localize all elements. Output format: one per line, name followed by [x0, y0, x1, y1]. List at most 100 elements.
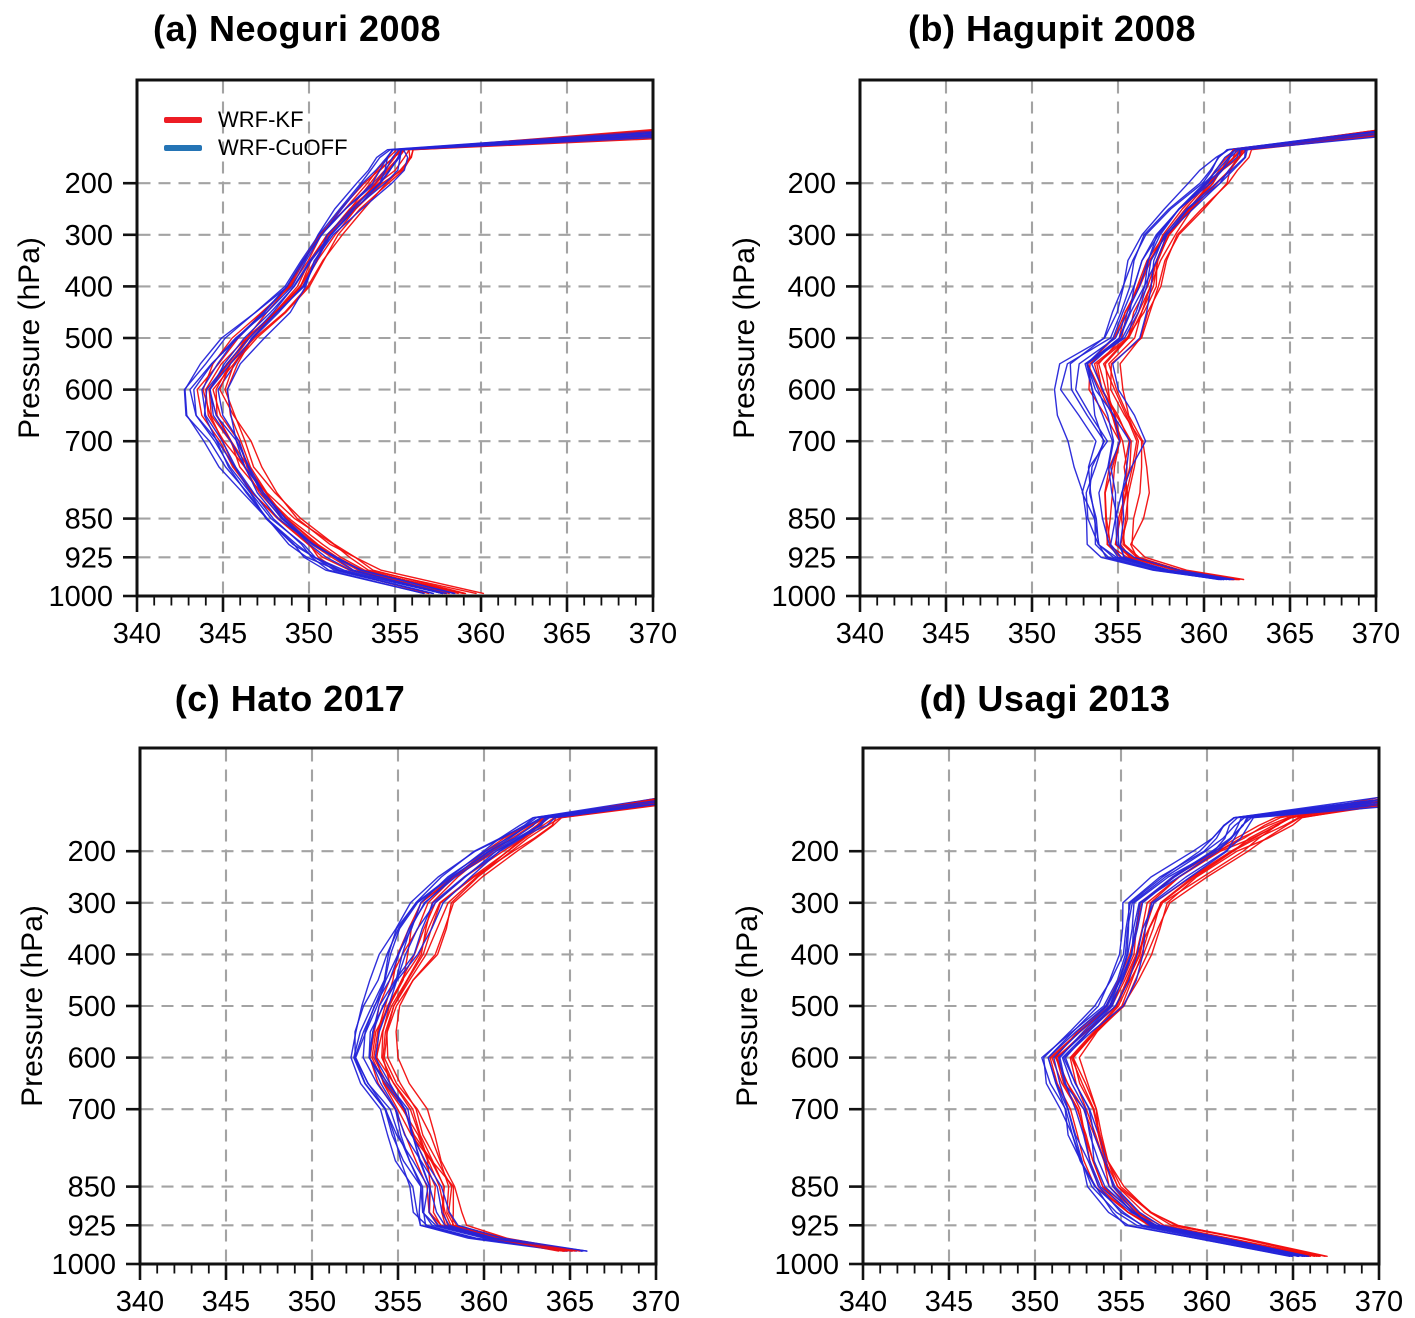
WRF-KF-ensemble-line: [383, 804, 657, 1252]
WRF-KF-ensemble-line: [1072, 805, 1380, 1257]
WRF-CuOFF-ensemble-line: [189, 131, 654, 595]
x-tick-label: 345: [202, 1286, 250, 1318]
panel-d-title: (d) Usagi 2013: [919, 678, 1171, 719]
x-tick-label: 360: [1183, 1286, 1231, 1318]
panel-a-chart: 340 345 350 355 360 365 370 200 300 400 500 600 700 8…: [48, 78, 677, 650]
y-tick-label: 1000: [48, 581, 113, 613]
WRF-KF-ensemble-line: [381, 801, 657, 1252]
WRF-KF-ensemble-line: [208, 132, 654, 595]
wrf-cuoff-line-swatch-icon: [164, 145, 202, 151]
y-tick-label: 200: [791, 836, 839, 868]
panel-c-y-axis-title: Pressure (hPa): [16, 905, 49, 1107]
x-tick-label: 365: [543, 618, 591, 650]
x-tick-label: 365: [546, 1286, 594, 1318]
y-tick-label: 600: [65, 375, 113, 407]
x-tick-label: 365: [1269, 1286, 1317, 1318]
WRF-CuOFF-ensemble-line: [209, 133, 654, 595]
y-tick-label: 400: [788, 271, 836, 303]
y-tick-label: 400: [68, 939, 116, 971]
WRF-CuOFF-ensemble-line: [354, 800, 657, 1252]
WRF-CuOFF-ensemble-line: [1064, 804, 1380, 1257]
WRF-KF-ensemble-line: [1098, 131, 1377, 581]
WRF-KF-ensemble-line: [208, 133, 654, 595]
x-tick-label: 370: [632, 1286, 680, 1318]
WRF-CuOFF-ensemble-line: [1085, 131, 1377, 581]
WRF-KF-ensemble-line: [382, 801, 657, 1252]
WRF-CuOFF-ensemble-line: [368, 801, 657, 1252]
WRF-KF-ensemble-line: [1096, 132, 1377, 581]
WRF-CuOFF-ensemble-line: [193, 132, 654, 595]
x-tick-label: 355: [1097, 1286, 1145, 1318]
x-tick-label: 350: [1011, 1286, 1059, 1318]
y-tick-label: 925: [65, 542, 113, 574]
x-tick-label: 355: [374, 1286, 422, 1318]
x-tick-label: 340: [116, 1286, 164, 1318]
WRF-CuOFF-ensemble-line: [362, 802, 657, 1252]
plot-frame: [861, 746, 1381, 1266]
WRF-CuOFF-ensemble-line: [368, 803, 657, 1252]
WRF-CuOFF-ensemble-line: [217, 135, 654, 595]
y-tick-label: 600: [68, 1043, 116, 1075]
x-tick-label: 360: [457, 618, 505, 650]
WRF-KF-ensemble-line: [202, 128, 654, 595]
y-tick-label: 1000: [774, 1249, 839, 1281]
WRF-KF-ensemble-line: [215, 134, 654, 595]
y-tick-label: 300: [788, 220, 836, 252]
WRF-CuOFF-ensemble-line: [1112, 136, 1377, 581]
WRF-KF-ensemble-line: [1108, 135, 1377, 581]
WRF-CuOFF-ensemble-line: [374, 803, 657, 1252]
x-tick-label: 340: [113, 618, 161, 650]
y-tick-label: 850: [68, 1172, 116, 1204]
y-tick-label: 700: [791, 1094, 839, 1126]
y-tick-label: 1000: [51, 1249, 116, 1281]
x-tick-label: 340: [839, 1286, 887, 1318]
y-tick-label: 400: [791, 939, 839, 971]
panel-b-y-axis-title: Pressure (hPa): [728, 237, 761, 439]
panel-b-chart: 340 345 350 355 360 365 370 200 300 400 500 600 700 8…: [771, 78, 1400, 650]
y-tick-label: 500: [65, 323, 113, 355]
WRF-CuOFF-ensemble-line: [1091, 134, 1377, 581]
WRF-CuOFF-ensemble-line: [1059, 130, 1377, 581]
WRF-KF-ensemble-line: [196, 129, 654, 595]
WRF-CuOFF-ensemble-line: [1061, 803, 1380, 1257]
plot-frame: [135, 78, 655, 598]
WRF-CuOFF-ensemble-line: [1084, 133, 1377, 581]
panel-d-chart: 340 345 350 355 360 365 370 200 300 400 500 600 700 8…: [774, 746, 1403, 1318]
y-tick-label: 300: [65, 220, 113, 252]
WRF-CuOFF-ensemble-line: [183, 130, 654, 595]
WRF-KF-ensemble-line: [395, 804, 657, 1252]
WRF-KF-ensemble-line: [224, 138, 654, 595]
x-tick-label: 355: [1094, 618, 1142, 650]
y-tick-label: 700: [65, 426, 113, 458]
WRF-KF-ensemble-line: [1070, 802, 1380, 1257]
y-tick-label: 200: [68, 836, 116, 868]
WRF-CuOFF-ensemble-line: [226, 136, 654, 595]
y-tick-label: 925: [68, 1210, 116, 1242]
WRF-KF-ensemble-line: [1093, 132, 1377, 581]
panel-a-y-axis-title: Pressure (hPa): [13, 237, 46, 439]
WRF-KF-ensemble-line: [376, 802, 657, 1252]
y-tick-label: 700: [68, 1094, 116, 1126]
WRF-CuOFF-ensemble-line: [1059, 801, 1380, 1257]
plot-frame: [138, 746, 658, 1266]
wrf-kf-line-swatch-icon: [164, 117, 202, 123]
y-tick-label: 1000: [771, 581, 836, 613]
WRF-CuOFF-ensemble-line: [354, 799, 657, 1252]
y-tick-label: 925: [791, 1210, 839, 1242]
panel-c-title: (c) Hato 2017: [174, 678, 406, 719]
WRF-KF-ensemble-line: [1069, 801, 1380, 1257]
WRF-CuOFF-ensemble-line: [355, 801, 657, 1252]
WRF-CuOFF-ensemble-line: [201, 132, 654, 595]
y-tick-label: 850: [65, 504, 113, 536]
x-tick-label: 345: [925, 1286, 973, 1318]
y-tick-label: 500: [68, 991, 116, 1023]
WRF-KF-ensemble-line: [371, 799, 657, 1252]
x-tick-label: 365: [1266, 618, 1314, 650]
y-tick-label: 300: [68, 888, 116, 920]
x-tick-label: 370: [629, 618, 677, 650]
legend-item-wrf-cuoff: WRF-CuOFF: [164, 134, 348, 162]
y-tick-label: 500: [791, 991, 839, 1023]
WRF-KF-ensemble-line: [1078, 804, 1380, 1257]
